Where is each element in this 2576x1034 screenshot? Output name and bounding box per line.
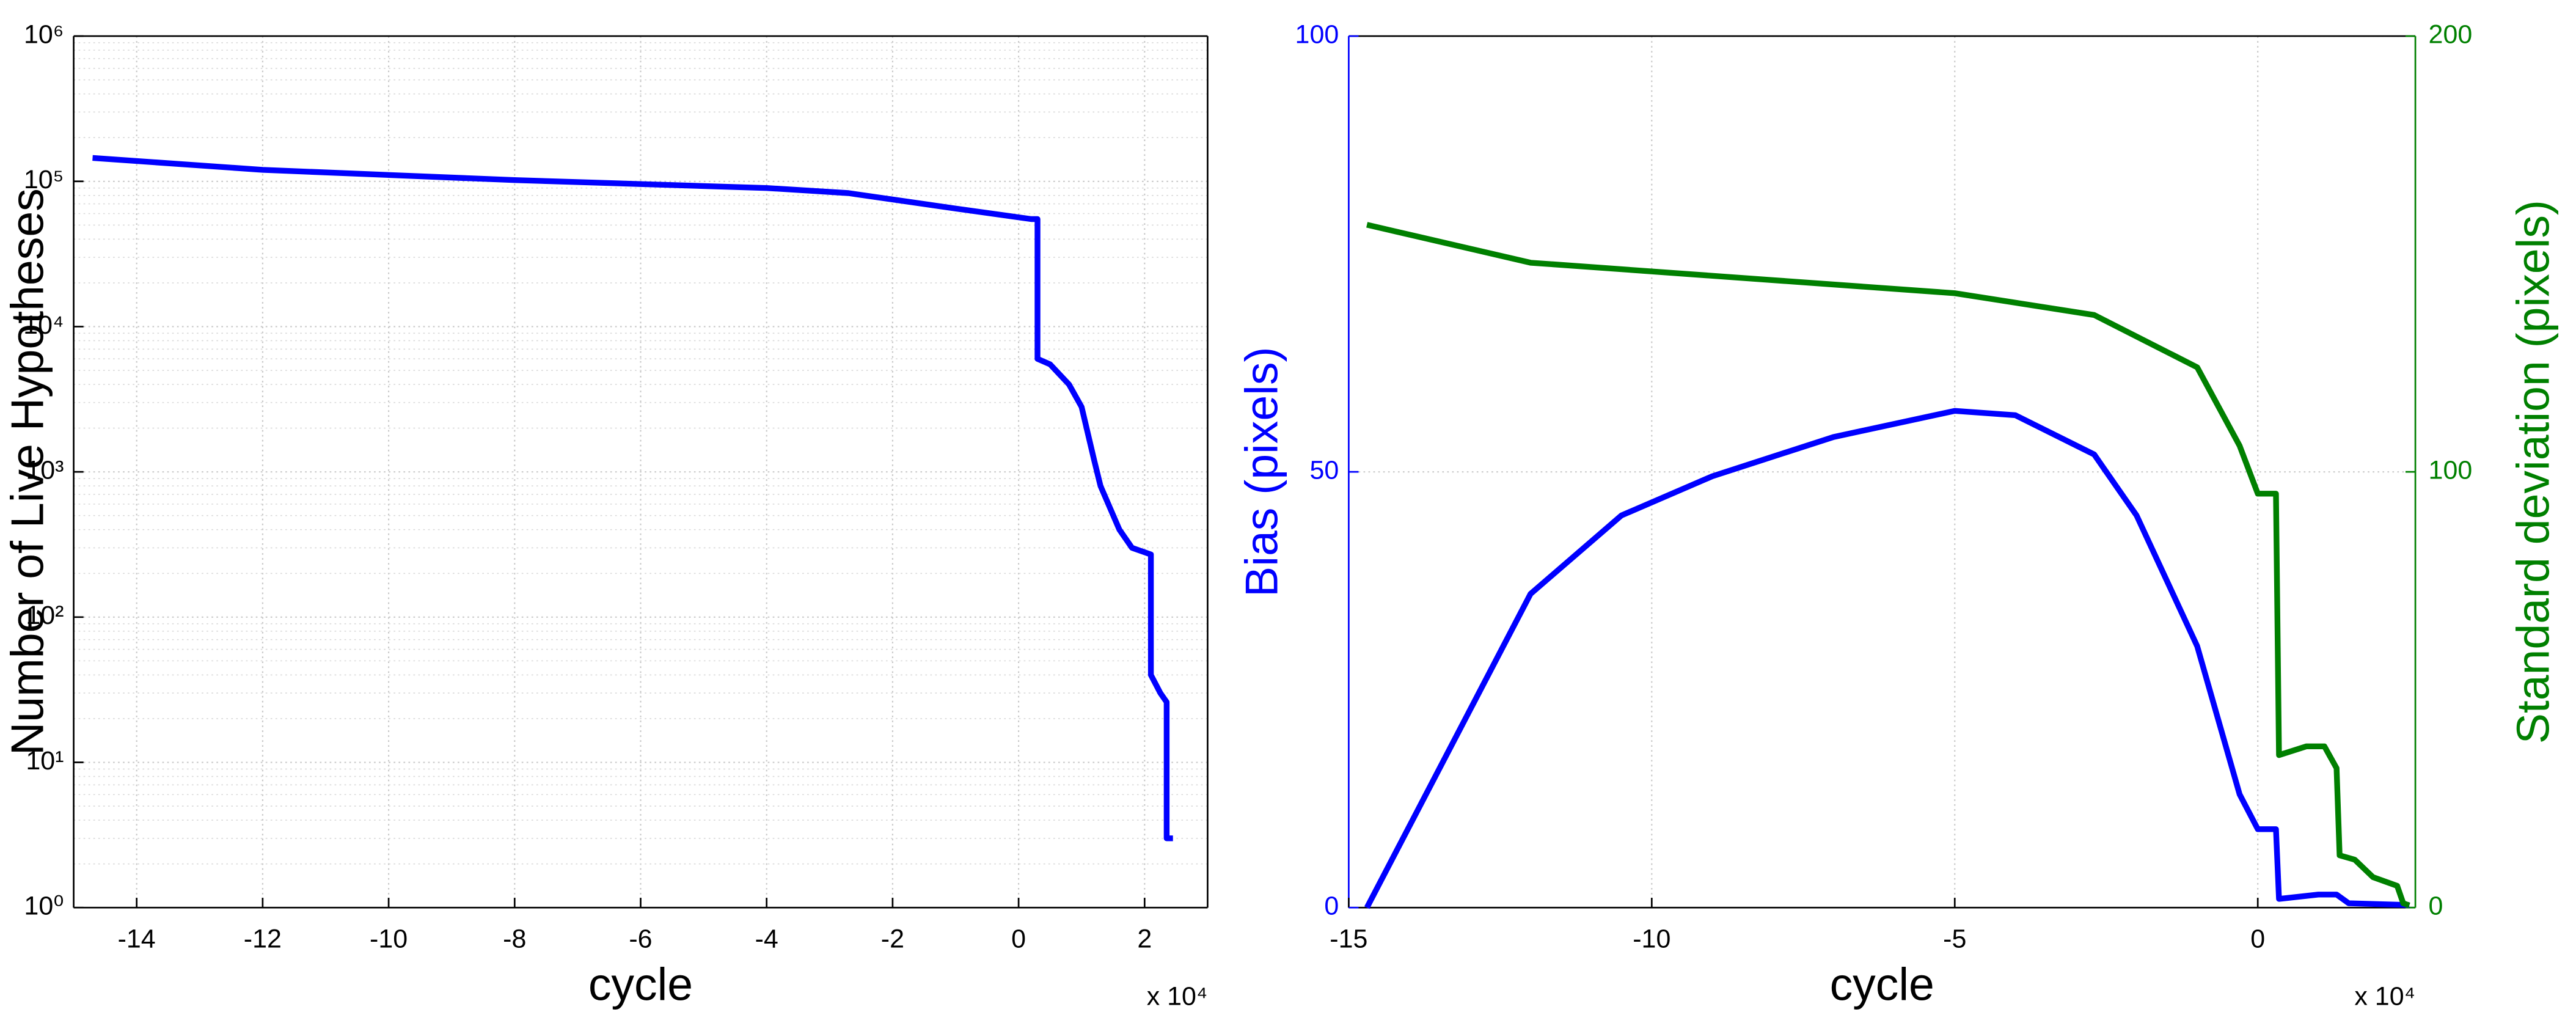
y-tick-label: 100 [1295,20,1339,49]
x-tick-label: -14 [118,924,156,953]
x-tick-label: -2 [881,924,904,953]
x-tick-label: -5 [1943,924,1966,953]
y-tick-label: 10³ [26,455,64,485]
data-line [1366,222,2410,909]
x-tick-label: -12 [244,924,282,953]
y2-tick-label: 100 [2429,455,2473,485]
x-tick-label: -6 [629,924,652,953]
x-axis-label: cycle [588,959,693,1010]
x-tick-label: 2 [1137,924,1152,953]
x-multiplier: x 10⁴ [1147,981,1208,1011]
x-tick-label: -8 [503,924,526,953]
y-axis-label: Bias (pixels) [1235,346,1287,596]
y-axis-label: Number of Live Hypotheses [2,188,53,755]
y-tick-label: 10⁶ [24,20,64,49]
x-multiplier: x 10⁴ [2354,981,2415,1011]
data-line [1364,408,2410,909]
y-tick-label: 10¹ [26,746,64,776]
y-tick-label: 10⁴ [23,310,64,340]
y2-tick-label: 200 [2429,20,2473,49]
data-line [92,155,1173,842]
x-tick-label: -10 [370,924,408,953]
y-tick-label: 0 [1324,892,1339,921]
x-tick-label: -10 [1633,924,1670,953]
x-tick-label: 0 [2250,924,2265,953]
y-tick-label: 10⁰ [24,892,64,921]
y-tick-label: 10² [26,601,64,630]
y2-tick-label: 0 [2429,892,2443,921]
y2-axis-label: Standard deviation (pixels) [2508,200,2559,744]
x-tick-label: -4 [755,924,778,953]
x-tick-label: 0 [1011,924,1026,953]
y-tick-label: 50 [1309,455,1339,485]
x-tick-label: -15 [1330,924,1367,953]
y-tick-label: 10⁵ [24,165,64,194]
x-axis-label: cycle [1830,959,1934,1010]
